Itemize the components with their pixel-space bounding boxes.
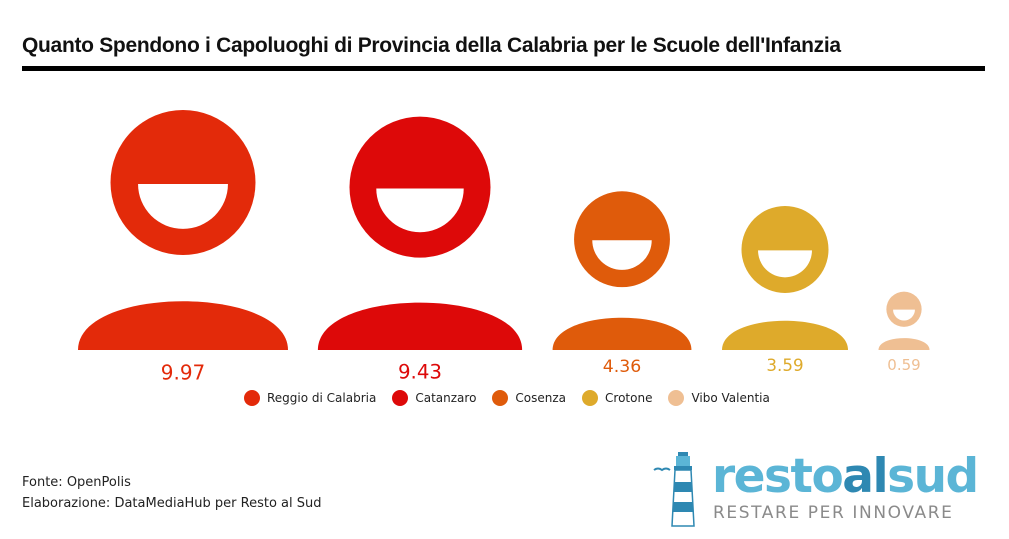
value-label-cosenza: 4.36 — [603, 357, 641, 377]
logo-word-al: al — [842, 449, 888, 504]
pictogram-reggio-di-calabria: 9.97 — [78, 110, 288, 384]
pictogram-catanzaro: 9.43 — [317, 116, 523, 384]
person-head — [574, 191, 670, 288]
title-divider — [22, 66, 985, 71]
person-body — [878, 338, 930, 350]
legend-swatch — [492, 390, 509, 406]
legend-swatch — [582, 390, 599, 406]
legend-item-catanzaro: Catanzaro — [392, 390, 476, 406]
logo-word-resto: resto — [712, 449, 844, 504]
person-body — [721, 320, 849, 350]
legend-label: Cosenza — [515, 391, 567, 405]
lighthouse-icon — [653, 452, 695, 527]
restoalsud-logo: restoalsud RESTARE PER INNOVARE — [650, 446, 990, 528]
pictogram-chart: 9.97 9.43 4.36 3.59 0.59 — [78, 110, 930, 384]
person-head — [349, 116, 491, 258]
pictogram-vibo-valentia: 0.59 — [878, 291, 930, 374]
legend-item-vibo-valentia: Vibo Valentia — [668, 390, 770, 406]
person-body — [317, 302, 523, 350]
legend-label: Reggio di Calabria — [267, 391, 377, 405]
legend-label: Crotone — [605, 391, 653, 405]
logo-word-sud: sud — [887, 449, 979, 504]
logo-tagline: RESTARE PER INNOVARE — [713, 503, 954, 523]
elaboration-note: Elaborazione: DataMediaHub per Resto al … — [22, 496, 322, 511]
value-label-reggio-di-calabria: 9.97 — [161, 360, 206, 384]
person-head — [741, 205, 829, 293]
legend-label: Vibo Valentia — [691, 391, 770, 405]
person-head — [886, 291, 922, 327]
legend-swatch — [392, 390, 409, 406]
logo-wordmark: restoalsud — [712, 449, 979, 504]
person-body — [78, 301, 288, 350]
person-smile — [592, 240, 652, 270]
legend-item-crotone: Crotone — [582, 390, 652, 406]
person-body — [552, 317, 692, 350]
legend-label: Catanzaro — [415, 391, 477, 405]
person-smile — [138, 183, 228, 229]
legend-item-cosenza: Cosenza — [492, 390, 566, 406]
value-label-vibo-valentia: 0.59 — [887, 356, 920, 374]
legend-swatch — [668, 390, 685, 406]
value-label-crotone: 3.59 — [766, 355, 803, 375]
chart-title: Quanto Spendono i Capoluoghi di Provinci… — [22, 34, 841, 57]
pictogram-cosenza: 4.36 — [552, 191, 692, 377]
footer: Fonte: OpenPolis Elaborazione: DataMedia… — [22, 472, 322, 514]
legend-item-reggio-di-calabria: Reggio di Calabria — [244, 390, 376, 406]
pictogram-crotone: 3.59 — [721, 205, 849, 375]
person-smile — [376, 188, 464, 233]
chart-legend: Reggio di Calabria Catanzaro Cosenza Croton… — [244, 388, 770, 408]
person-smile — [893, 309, 915, 321]
legend-swatch — [244, 390, 260, 406]
source-note: Fonte: OpenPolis — [22, 475, 131, 490]
value-label-catanzaro: 9.43 — [398, 361, 442, 384]
person-head — [110, 110, 256, 255]
person-smile — [758, 250, 812, 278]
